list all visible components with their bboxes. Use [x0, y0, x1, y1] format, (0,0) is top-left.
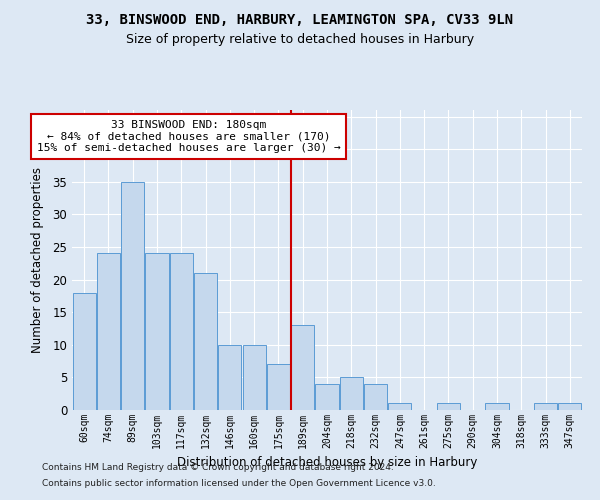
Bar [145, 254, 169, 410]
Bar [170, 254, 193, 410]
Y-axis label: Number of detached properties: Number of detached properties [31, 167, 44, 353]
X-axis label: Distribution of detached houses by size in Harbury: Distribution of detached houses by size … [177, 456, 477, 469]
Text: 33 BINSWOOD END: 180sqm
← 84% of detached houses are smaller (170)
15% of semi-d: 33 BINSWOOD END: 180sqm ← 84% of detache… [37, 120, 340, 153]
Text: Contains HM Land Registry data © Crown copyright and database right 2024.: Contains HM Land Registry data © Crown c… [42, 464, 394, 472]
Bar [73, 292, 95, 410]
Bar [291, 325, 314, 410]
Bar [388, 404, 412, 410]
Bar [316, 384, 338, 410]
Bar [242, 345, 266, 410]
Bar [364, 384, 387, 410]
Bar [559, 404, 581, 410]
Text: Contains public sector information licensed under the Open Government Licence v3: Contains public sector information licen… [42, 478, 436, 488]
Bar [97, 254, 120, 410]
Text: 33, BINSWOOD END, HARBURY, LEAMINGTON SPA, CV33 9LN: 33, BINSWOOD END, HARBURY, LEAMINGTON SP… [86, 12, 514, 26]
Bar [121, 182, 144, 410]
Bar [218, 345, 241, 410]
Bar [340, 378, 363, 410]
Bar [534, 404, 557, 410]
Bar [437, 404, 460, 410]
Bar [267, 364, 290, 410]
Bar [485, 404, 509, 410]
Text: Size of property relative to detached houses in Harbury: Size of property relative to detached ho… [126, 32, 474, 46]
Bar [194, 273, 217, 410]
